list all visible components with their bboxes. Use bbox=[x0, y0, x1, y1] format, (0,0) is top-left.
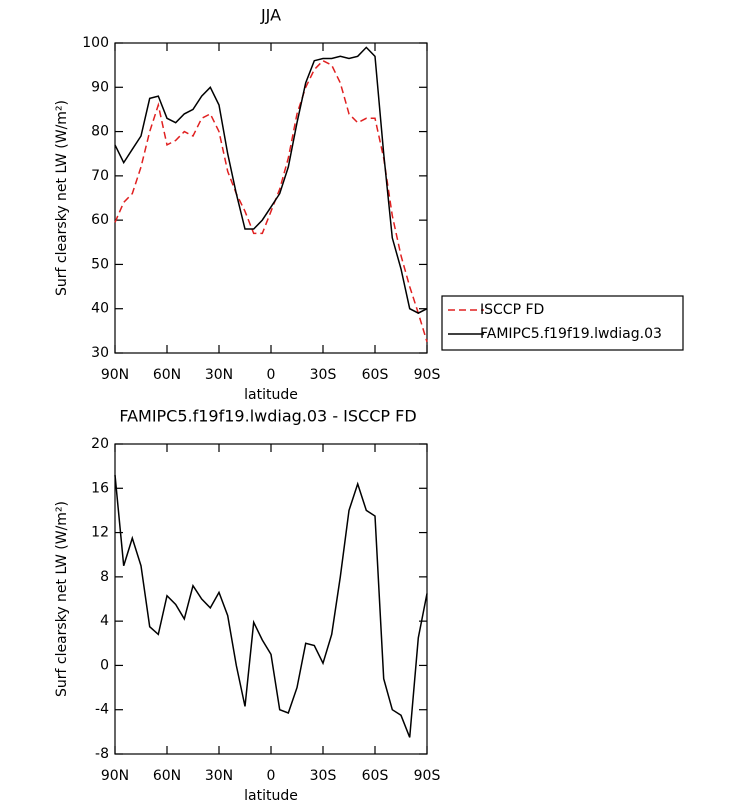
chart-title: JJA bbox=[260, 6, 281, 25]
x-tick-label: 30N bbox=[205, 768, 233, 784]
legend-box bbox=[441, 295, 684, 351]
legend-label: FAMIPC5.f19f19.lwdiag.03 bbox=[480, 326, 662, 342]
x-tick-label: 30S bbox=[310, 768, 337, 784]
x-tick-label: 30S bbox=[310, 367, 337, 383]
data-line bbox=[114, 474, 428, 738]
y-tick-label: 16 bbox=[91, 480, 109, 496]
y-tick-label: 80 bbox=[91, 124, 109, 140]
x-tick-label: 0 bbox=[267, 367, 276, 383]
x-tick-label: 30N bbox=[205, 367, 233, 383]
y-tick-label: 30 bbox=[91, 345, 109, 361]
y-tick-label: 8 bbox=[100, 569, 109, 585]
x-tick-label: 0 bbox=[267, 768, 276, 784]
y-tick-label: 70 bbox=[91, 168, 109, 184]
x-tick-label: 90S bbox=[414, 768, 441, 784]
y-tick-label: 4 bbox=[100, 613, 109, 629]
plot-frame bbox=[114, 42, 428, 354]
x-tick-label: 60N bbox=[153, 768, 181, 784]
data-line bbox=[114, 59, 428, 343]
y-tick-label: -4 bbox=[95, 702, 109, 718]
y-tick-label: 0 bbox=[100, 657, 109, 673]
y-tick-label: 20 bbox=[91, 436, 109, 452]
y-tick-label: 60 bbox=[91, 212, 109, 228]
chart-title: FAMIPC5.f19f19.lwdiag.03 - ISCCP FD bbox=[119, 407, 416, 426]
x-tick-label: 90N bbox=[101, 768, 129, 784]
y-tick-label: 50 bbox=[91, 256, 109, 272]
y-axis-label: Surf clearsky net LW (W/m²) bbox=[54, 100, 70, 296]
data-line bbox=[114, 46, 428, 314]
x-tick-label: 90N bbox=[101, 367, 129, 383]
legend-label: ISCCP FD bbox=[480, 302, 544, 318]
y-tick-label: -8 bbox=[95, 746, 109, 762]
x-axis-label: latitude bbox=[244, 387, 298, 403]
y-tick-label: 100 bbox=[82, 35, 109, 51]
y-axis-label: Surf clearsky net LW (W/m²) bbox=[54, 501, 70, 697]
x-tick-label: 90S bbox=[414, 367, 441, 383]
y-tick-label: 40 bbox=[91, 301, 109, 317]
x-tick-label: 60N bbox=[153, 367, 181, 383]
x-tick-label: 60S bbox=[362, 768, 389, 784]
y-tick-label: 90 bbox=[91, 79, 109, 95]
plot-frame bbox=[114, 443, 428, 755]
x-tick-label: 60S bbox=[362, 367, 389, 383]
y-tick-label: 12 bbox=[91, 525, 109, 541]
x-axis-label: latitude bbox=[244, 788, 298, 804]
